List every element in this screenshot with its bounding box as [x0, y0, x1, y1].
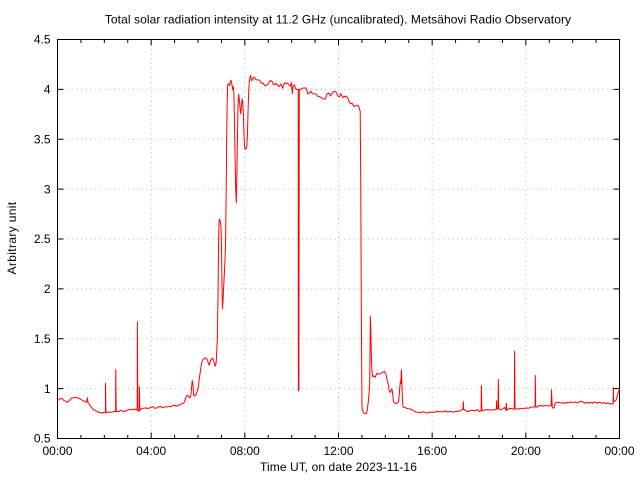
- svg-text:20:00: 20:00: [511, 444, 541, 458]
- svg-text:Time UT, on date 2023-11-16: Time UT, on date 2023-11-16: [260, 460, 417, 474]
- svg-text:08:00: 08:00: [230, 444, 260, 458]
- svg-text:0.5: 0.5: [34, 432, 51, 446]
- svg-text:2: 2: [44, 282, 51, 296]
- svg-text:16:00: 16:00: [417, 444, 447, 458]
- svg-text:1: 1: [44, 382, 51, 396]
- svg-text:Total solar radiation intensit: Total solar radiation intensity at 11.2 …: [105, 13, 571, 27]
- svg-text:00:00: 00:00: [42, 444, 72, 458]
- svg-text:Arbitrary unit: Arbitrary unit: [5, 201, 19, 274]
- svg-text:4.5: 4.5: [34, 33, 51, 47]
- svg-text:12:00: 12:00: [323, 444, 353, 458]
- svg-text:2.5: 2.5: [34, 232, 51, 246]
- svg-text:04:00: 04:00: [136, 444, 166, 458]
- svg-text:4: 4: [44, 83, 51, 97]
- svg-text:00:00: 00:00: [604, 444, 634, 458]
- svg-text:3: 3: [44, 182, 51, 196]
- svg-text:3.5: 3.5: [34, 132, 51, 146]
- svg-text:1.5: 1.5: [34, 332, 51, 346]
